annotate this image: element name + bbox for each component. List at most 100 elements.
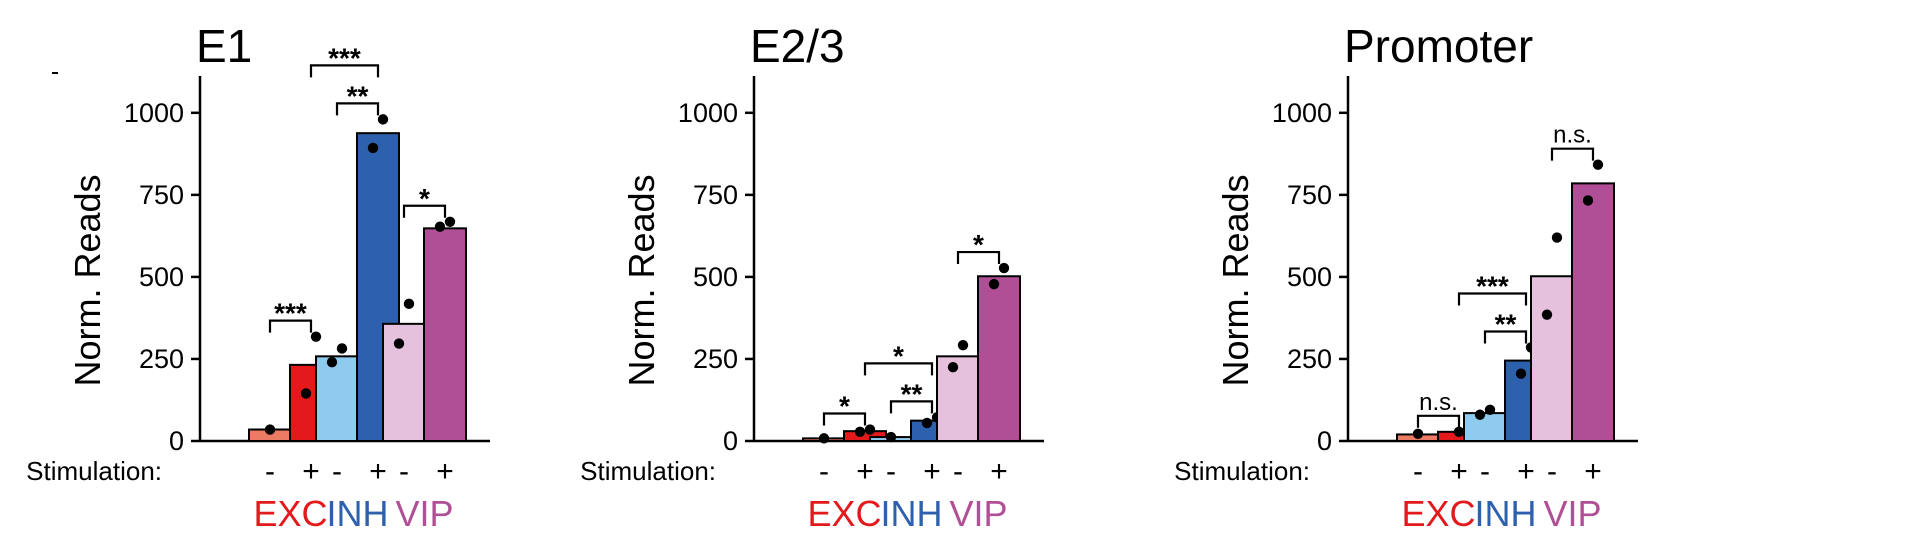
y-tick-label: 250	[693, 344, 738, 374]
y-tick-label: 500	[1287, 262, 1332, 292]
significance-label: *	[893, 340, 904, 371]
data-point	[1412, 428, 1424, 439]
data-point	[336, 343, 348, 354]
stimulation-sign: +	[369, 455, 387, 488]
group-label-vip: VIP	[949, 493, 1007, 534]
significance-label: **	[347, 80, 369, 111]
stimulation-sign: +	[302, 455, 320, 488]
data-point	[326, 357, 338, 368]
y-tick-label: 750	[693, 180, 738, 210]
data-point	[367, 142, 379, 154]
y-tick-label: 500	[139, 262, 184, 292]
stimulation-sign: +	[1584, 455, 1602, 488]
y-tick-label: 1000	[124, 98, 184, 128]
data-point	[1582, 195, 1594, 206]
bar-vip-unstim	[936, 355, 980, 443]
group-label-exc: EXC	[1401, 493, 1475, 534]
data-point	[957, 339, 969, 351]
y-tick-label: 750	[139, 180, 184, 210]
data-point	[854, 426, 866, 438]
stimulation-label: Stimulation:	[26, 456, 162, 486]
significance-bracket	[1483, 330, 1528, 344]
y-tick-label: 500	[693, 262, 738, 292]
stimulation-sign: -	[1547, 455, 1557, 488]
group-label-inh: INH	[327, 493, 389, 534]
stimulation-sign: -	[265, 455, 275, 488]
y-tick-label: 0	[1317, 426, 1332, 456]
significance-bracket	[822, 412, 867, 426]
significance-bracket	[956, 250, 1001, 265]
bar-vip-stim	[423, 227, 467, 442]
data-point	[947, 361, 959, 373]
chart-title: Promoter	[1344, 20, 1533, 72]
significance-bracket	[863, 362, 934, 376]
data-point	[444, 216, 456, 227]
y-axis-label: Norm. Reads	[1215, 174, 1256, 386]
data-point	[1541, 309, 1553, 320]
stimulation-sign: -	[399, 455, 409, 488]
group-label-inh: INH	[881, 493, 943, 534]
stimulation-label: Stimulation:	[580, 456, 716, 486]
stimulation-sign: +	[1517, 455, 1535, 488]
data-point	[264, 424, 276, 435]
data-point	[377, 114, 389, 125]
stimulation-sign: +	[990, 455, 1008, 488]
chart-title: E1	[196, 20, 252, 72]
y-tick-label: 250	[139, 344, 184, 374]
data-point	[403, 298, 415, 310]
y-tick-label: 1000	[1272, 98, 1332, 128]
stimulation-sign: +	[923, 455, 941, 488]
bar-vip-stim	[1571, 182, 1615, 443]
bar-vip-unstim	[382, 322, 426, 442]
bar-inh-unstim	[1463, 412, 1507, 443]
bar-vip-unstim	[1530, 275, 1574, 442]
stimulation-label: Stimulation:	[1174, 456, 1310, 486]
y-tick-label: 250	[1287, 344, 1332, 374]
significance-label: *	[839, 391, 850, 422]
y-tick-label: 750	[1287, 180, 1332, 210]
significance-label: *	[419, 183, 430, 214]
significance-bracket	[402, 204, 447, 218]
significance-bracket	[1550, 147, 1595, 161]
significance-label: n.s.	[1553, 122, 1592, 149]
data-point	[988, 278, 1000, 290]
significance-label: ***	[328, 42, 361, 73]
stimulation-sign: -	[819, 455, 829, 488]
significance-bracket	[335, 102, 380, 116]
group-label-inh: INH	[1475, 493, 1537, 534]
y-tick-label: 0	[169, 426, 184, 456]
data-point	[300, 388, 312, 399]
data-point	[864, 424, 876, 435]
data-point	[885, 431, 897, 443]
group-label-exc: EXC	[807, 493, 881, 534]
data-point	[1551, 232, 1563, 243]
group-label-vip: VIP	[395, 493, 453, 534]
data-point	[434, 221, 446, 232]
group-label-vip: VIP	[1543, 493, 1601, 534]
data-point	[818, 433, 830, 444]
y-tick-label: 0	[723, 426, 738, 456]
data-point	[1474, 409, 1486, 420]
data-point	[1592, 159, 1604, 170]
data-point	[998, 262, 1010, 274]
stimulation-sign: -	[332, 455, 342, 488]
data-point	[1453, 426, 1465, 438]
bar-inh-unstim	[315, 355, 359, 443]
significance-bracket	[1457, 292, 1528, 306]
significance-bracket	[1416, 414, 1461, 428]
significance-bracket	[889, 400, 934, 414]
data-point	[1484, 404, 1496, 416]
stimulation-sign: +	[1450, 455, 1468, 488]
significance-label: n.s.	[1419, 389, 1458, 416]
significance-bracket	[268, 319, 313, 333]
data-point	[921, 417, 933, 429]
y-axis-label: Norm. Reads	[621, 174, 662, 386]
y-axis-label: Norm. Reads	[67, 174, 108, 386]
stimulation-sign: +	[436, 455, 454, 488]
data-point	[310, 331, 322, 342]
stimulation-sign: -	[953, 455, 963, 488]
stimulation-sign: -	[1480, 455, 1490, 488]
